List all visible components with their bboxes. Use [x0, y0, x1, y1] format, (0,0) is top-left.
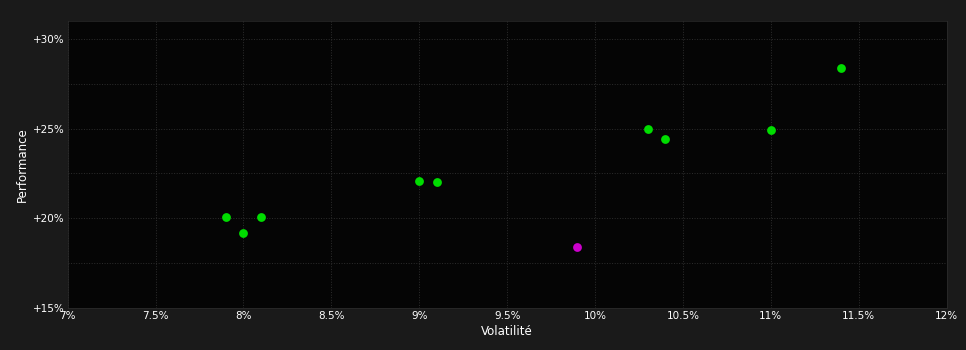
Y-axis label: Performance: Performance [15, 127, 29, 202]
Point [429, 180, 444, 185]
X-axis label: Volatilité: Volatilité [481, 325, 533, 338]
Point [640, 126, 656, 132]
Point [236, 230, 251, 236]
Point [658, 136, 673, 142]
Point [253, 214, 269, 219]
Point [570, 244, 585, 250]
Point [412, 178, 427, 183]
Point [834, 65, 849, 70]
Point [763, 128, 779, 133]
Point [218, 214, 234, 219]
